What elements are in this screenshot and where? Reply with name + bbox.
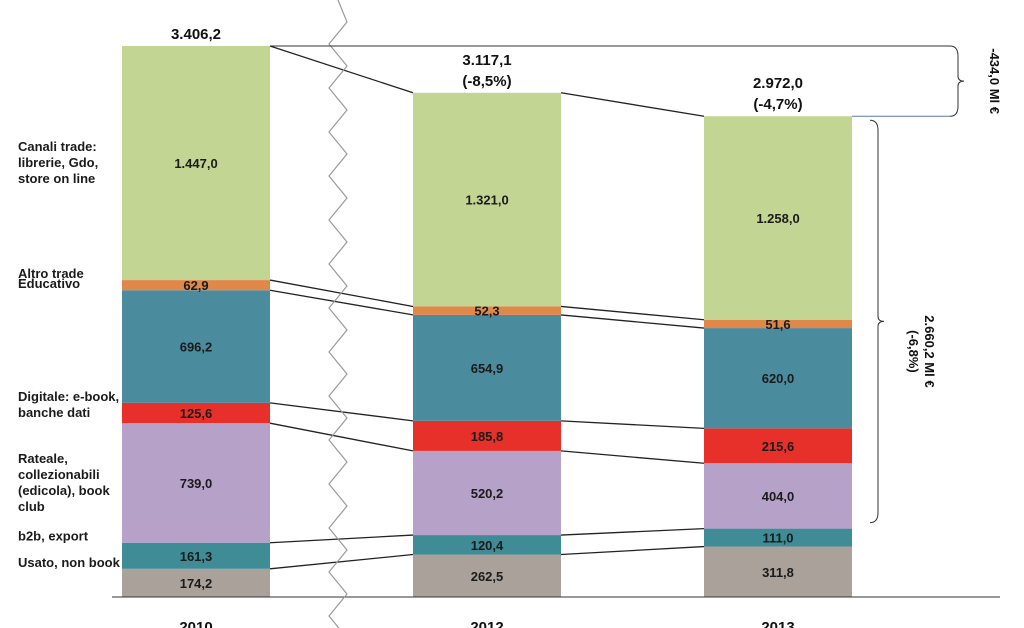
x-axis: 2010 2012 2013 [112,596,1000,628]
bar-segment-2012-6 [413,92,561,307]
bar-segment-2012-1 [413,535,561,555]
bar-segment-2010-1 [122,542,270,569]
segment-value-2010-2: 739,0 [180,476,213,491]
total-2010: 3.406,2 [171,26,221,43]
connector-line [269,534,414,544]
x-tick-2012: 2012 [470,619,503,628]
bar-segment-2013-0 [704,546,852,597]
connector-line [560,420,705,430]
segment-value-2010-0: 174,2 [180,576,213,591]
segment-value-2013-4: 620,0 [762,371,795,386]
connector-line [269,422,414,452]
category-labels: Usato, non book b2b, export Rateale, collez… [18,139,121,570]
segment-value-2010-1: 161,3 [180,549,213,564]
segment-value-2012-1: 120,4 [471,538,504,553]
segment-value-2012-2: 520,2 [471,486,504,501]
legend-label-6: Canali trade: librerie, Gdo, store on line [18,139,98,186]
bar-segment-2010-0 [122,568,270,597]
legend-label-1: b2b, export [18,529,89,544]
bar-segment-2010-6 [122,46,270,281]
total-2012: 3.117,1 [462,52,511,69]
total-difference-annotation: -434,0 Ml € [987,48,1002,114]
legend-label-3: Digitale: e-book, banche dati [18,389,119,420]
connector-line [269,45,414,94]
legend-label-4: Educativo [18,276,80,291]
bar-segment-2010-4 [122,290,270,403]
difference-brace [949,45,965,117]
connector-line [269,289,414,316]
segment-value-2013-1: 111,0 [762,531,793,546]
segment-value-2013-5: 51,6 [765,317,790,332]
bar-segment-2013-4 [704,328,852,429]
axis-break [328,0,348,628]
segment-value-2010-6: 1.447,0 [174,156,217,171]
bar-segment-2010-2 [122,423,270,543]
bar-segments [122,46,852,597]
segment-value-2013-0: 311,8 [762,565,794,580]
bar-segment-2010-5 [122,280,270,291]
segment-value-2013-6: 1.258,0 [756,211,799,226]
x-tick-2013: 2013 [761,619,794,628]
legend-label-2: Rateale, collezionabili (edicola), book clu… [18,451,111,514]
bar-segment-2013-5 [704,319,852,329]
connector-line [560,450,705,464]
bar-segment-2013-6 [704,116,852,320]
x-tick-2010: 2010 [179,619,212,628]
segment-value-2013-3: 215,6 [762,439,795,454]
legend-label-0: Usato, non book [18,555,121,570]
subtotal-brace [869,119,885,524]
segment-value-2010-4: 696,2 [180,340,213,355]
segment-value-2010-5: 62,9 [183,278,208,293]
connector-line [560,314,705,329]
bar-segment-2013-1 [704,528,852,547]
bar-segment-2013-3 [704,428,852,464]
bar-segment-2012-4 [413,314,561,421]
total-2013: 2.972,0 [753,75,803,92]
connector-line [560,92,705,117]
bar-segment-2012-3 [413,420,561,451]
segment-value-2012-0: 262,5 [471,569,504,584]
connector-line [560,305,705,321]
connector-line [560,527,705,536]
bar-segment-2012-5 [413,306,561,315]
segment-value-2012-3: 185,8 [471,429,504,444]
total-change-2012: (-8,5%) [462,73,511,90]
segment-value-2012-4: 654,9 [471,361,504,376]
bar-segment-2010-3 [122,402,270,424]
total-labels: 3.406,2 3.117,1 (-8,5%) 2.972,0 (-4,7%) [171,26,803,113]
legend-label-5: Altro trade [18,266,84,281]
connector-line [560,545,705,556]
segment-value-2013-2: 404,0 [762,489,795,504]
total-change-2013: (-4,7%) [753,96,802,113]
segment-value-2010-3: 125,6 [180,406,213,421]
connector-line [269,553,414,570]
bar-segment-2013-2 [704,463,852,529]
bar-segment-2012-0 [413,554,561,597]
segment-value-2012-6: 1.321,0 [465,193,508,208]
subtotal-annotation: 2.660,2 Ml €(-6,8%) [906,315,937,387]
annotations: -434,0 Ml € 2.660,2 Ml €(-6,8%) [270,0,1002,628]
bar-segment-2012-2 [413,450,561,536]
segment-value-2012-5: 52,3 [474,304,499,319]
segment-value-labels: 174,2 161,3 739,0 125,6 696,2 62,9 1.447,0 262,… [174,156,799,591]
